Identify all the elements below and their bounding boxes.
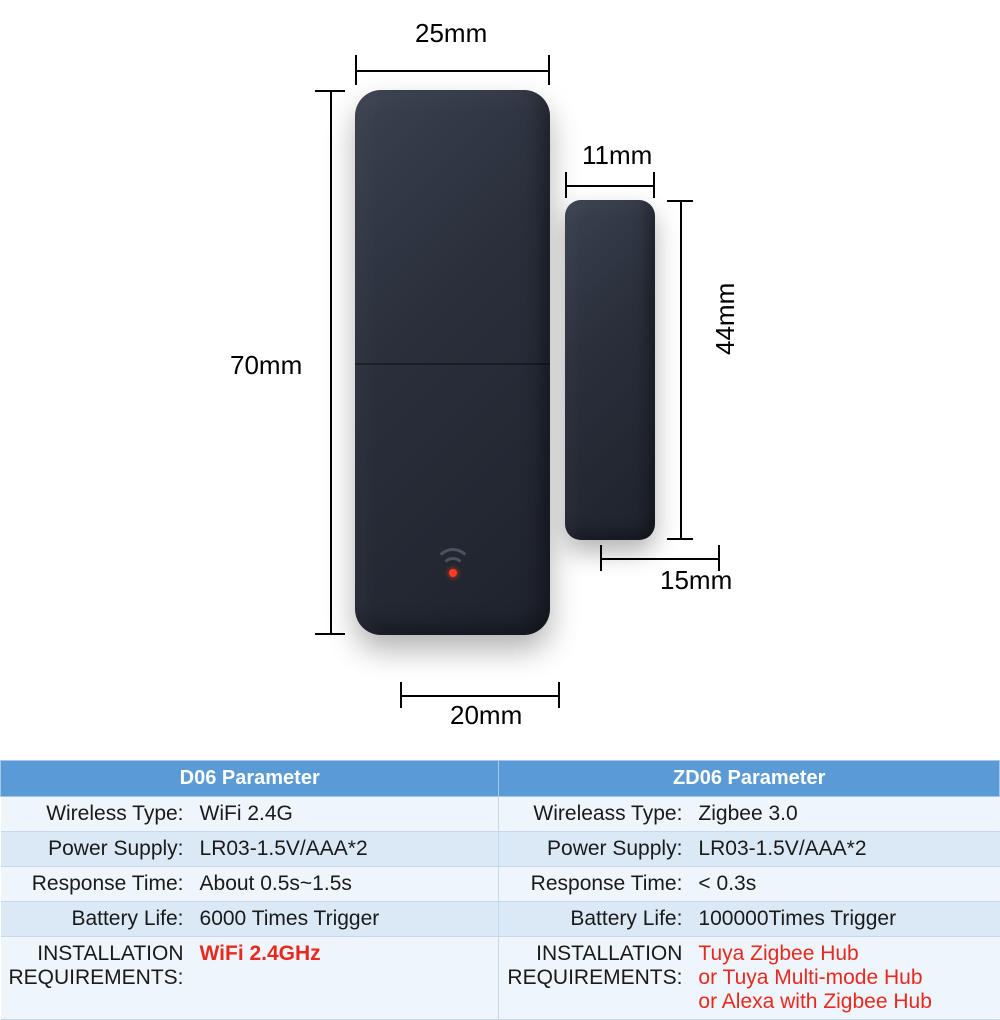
cell-label: INSTALLATION REQUIREMENTS: <box>499 937 691 1020</box>
cell-label: Power Supply: <box>1 832 192 867</box>
cell-value: Zigbee 3.0 <box>690 797 999 832</box>
dim-width-small: 11mm <box>582 140 652 171</box>
header-right: ZD06 Parameter <box>499 761 1000 797</box>
cell-label: Battery Life: <box>499 902 691 937</box>
cell-value: 100000Times Trigger <box>690 902 999 937</box>
cell-label: Wireleass Type: <box>499 797 691 832</box>
cell-label: Power Supply: <box>499 832 691 867</box>
dimension-diagram: 25mm 70mm 11mm 44mm 15mm 20mm <box>0 0 1000 760</box>
table-row: Power Supply: LR03-1.5V/AAA*2 Power Supp… <box>1 832 1000 867</box>
dim-depth-small: 15mm <box>660 565 732 596</box>
cell-value: < 0.3s <box>690 867 999 902</box>
table-header-row: D06 Parameter ZD06 Parameter <box>1 761 1000 797</box>
cell-value: WiFi 2.4GHz <box>192 937 499 1020</box>
dim-width-main: 25mm <box>415 18 487 49</box>
table-row-install: INSTALLATION REQUIREMENTS: WiFi 2.4GHz I… <box>1 937 1000 1020</box>
cell-value: 6000 Times Trigger <box>192 902 499 937</box>
cell-label: INSTALLATION REQUIREMENTS: <box>1 937 192 1020</box>
cell-value: About 0.5s~1.5s <box>192 867 499 902</box>
spec-table: D06 Parameter ZD06 Parameter Wireless Ty… <box>0 760 1000 1020</box>
cell-value: LR03-1.5V/AAA*2 <box>690 832 999 867</box>
cell-label: Response Time: <box>499 867 691 902</box>
cell-label: Wireless Type: <box>1 797 192 832</box>
dim-height-main: 70mm <box>230 350 302 381</box>
dim-depth-main: 20mm <box>450 700 522 731</box>
cell-value: Tuya Zigbee Hub or Tuya Multi-mode Hub o… <box>690 937 999 1020</box>
dim-height-small: 44mm <box>710 283 741 355</box>
main-sensor-body <box>355 90 550 635</box>
wifi-icon <box>433 545 473 575</box>
header-left: D06 Parameter <box>1 761 499 797</box>
cell-value: LR03-1.5V/AAA*2 <box>192 832 499 867</box>
table-row: Wireless Type: WiFi 2.4G Wireleass Type:… <box>1 797 1000 832</box>
sensor-seam <box>355 363 550 365</box>
cell-value: WiFi 2.4G <box>192 797 499 832</box>
small-sensor-body <box>565 200 655 540</box>
table-row: Response Time: About 0.5s~1.5s Response … <box>1 867 1000 902</box>
table-row: Battery Life: 6000 Times Trigger Battery… <box>1 902 1000 937</box>
cell-label: Response Time: <box>1 867 192 902</box>
cell-label: Battery Life: <box>1 902 192 937</box>
